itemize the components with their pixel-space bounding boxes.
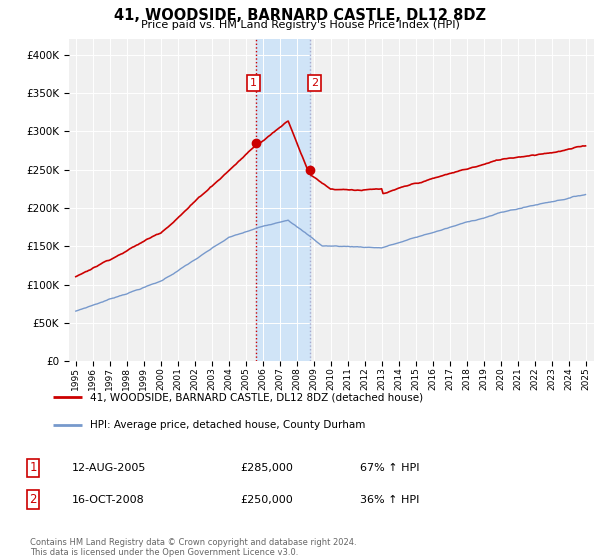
Bar (256, 39, 310, 361)
Text: 2: 2 (29, 493, 37, 506)
Text: £250,000: £250,000 (240, 494, 293, 505)
Text: 12-AUG-2005: 12-AUG-2005 (72, 463, 146, 473)
Text: 2: 2 (311, 78, 318, 88)
Text: 1: 1 (250, 78, 257, 88)
Text: 16-OCT-2008: 16-OCT-2008 (72, 494, 145, 505)
Text: 1: 1 (29, 461, 37, 474)
Text: 41, WOODSIDE, BARNARD CASTLE, DL12 8DZ (detached house): 41, WOODSIDE, BARNARD CASTLE, DL12 8DZ (… (89, 392, 422, 402)
Text: HPI: Average price, detached house, County Durham: HPI: Average price, detached house, Coun… (89, 420, 365, 430)
Text: £285,000: £285,000 (240, 463, 293, 473)
Text: 67% ↑ HPI: 67% ↑ HPI (360, 463, 419, 473)
Text: 41, WOODSIDE, BARNARD CASTLE, DL12 8DZ: 41, WOODSIDE, BARNARD CASTLE, DL12 8DZ (114, 8, 486, 24)
Text: Contains HM Land Registry data © Crown copyright and database right 2024.
This d: Contains HM Land Registry data © Crown c… (30, 538, 356, 557)
Text: 36% ↑ HPI: 36% ↑ HPI (360, 494, 419, 505)
Text: Price paid vs. HM Land Registry's House Price Index (HPI): Price paid vs. HM Land Registry's House … (140, 20, 460, 30)
